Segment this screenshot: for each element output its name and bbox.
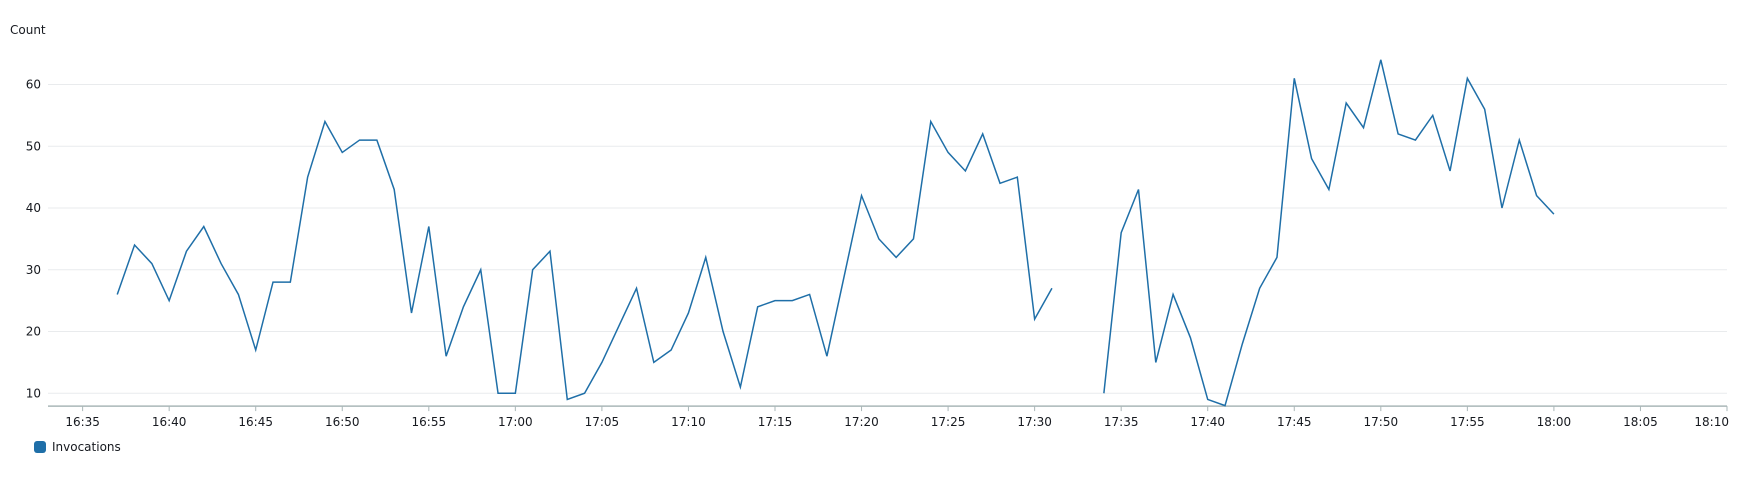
x-tick-label: 16:45: [238, 415, 273, 429]
y-tick-label: 50: [26, 139, 41, 153]
x-tick-label: 17:40: [1190, 415, 1225, 429]
legend-label-invocations: Invocations: [52, 440, 121, 454]
series-line-segment-1[interactable]: [116, 119, 1053, 401]
series-layer: [116, 59, 1555, 407]
x-tick-label: 17:55: [1450, 415, 1485, 429]
x-tick-label: 17:50: [1364, 415, 1399, 429]
x-tick-label: 17:30: [1017, 415, 1052, 429]
x-tick-label: 18:05: [1623, 415, 1658, 429]
y-axis-label: Count: [10, 23, 46, 37]
x-tick-label: 17:35: [1104, 415, 1139, 429]
x-tick-label: 17:00: [498, 415, 533, 429]
x-tick-label: 17:20: [844, 415, 879, 429]
x-axis-ticks: 16:35 16:40 16:45 16:50 16:55 17:00 17:05 17:10…: [65, 406, 1729, 429]
y-axis-ticks: 10 20 30 40 50 60: [26, 78, 41, 401]
series-line-segment-2[interactable]: [1103, 59, 1555, 407]
legend[interactable]: Invocations: [34, 440, 121, 454]
x-tick-label: 16:50: [325, 415, 360, 429]
x-tick-label: 17:10: [671, 415, 706, 429]
y-tick-label: 30: [26, 263, 41, 277]
y-tick-label: 20: [26, 325, 41, 339]
x-tick-label: 17:25: [931, 415, 966, 429]
x-tick-label: 18:00: [1537, 415, 1572, 429]
x-tick-label: 17:15: [758, 415, 793, 429]
x-tick-label: 17:45: [1277, 415, 1312, 429]
y-tick-label: 10: [26, 386, 41, 400]
x-tick-label: 18:10: [1694, 415, 1729, 429]
y-tick-label: 60: [26, 78, 41, 92]
x-tick-label: 16:40: [152, 415, 187, 429]
gridlines: [48, 84, 1727, 394]
legend-swatch-invocations: [34, 441, 46, 453]
y-tick-label: 40: [26, 201, 41, 215]
x-tick-label: 16:55: [412, 415, 447, 429]
x-tick-label: 17:05: [585, 415, 620, 429]
x-tick-label: 16:35: [65, 415, 100, 429]
